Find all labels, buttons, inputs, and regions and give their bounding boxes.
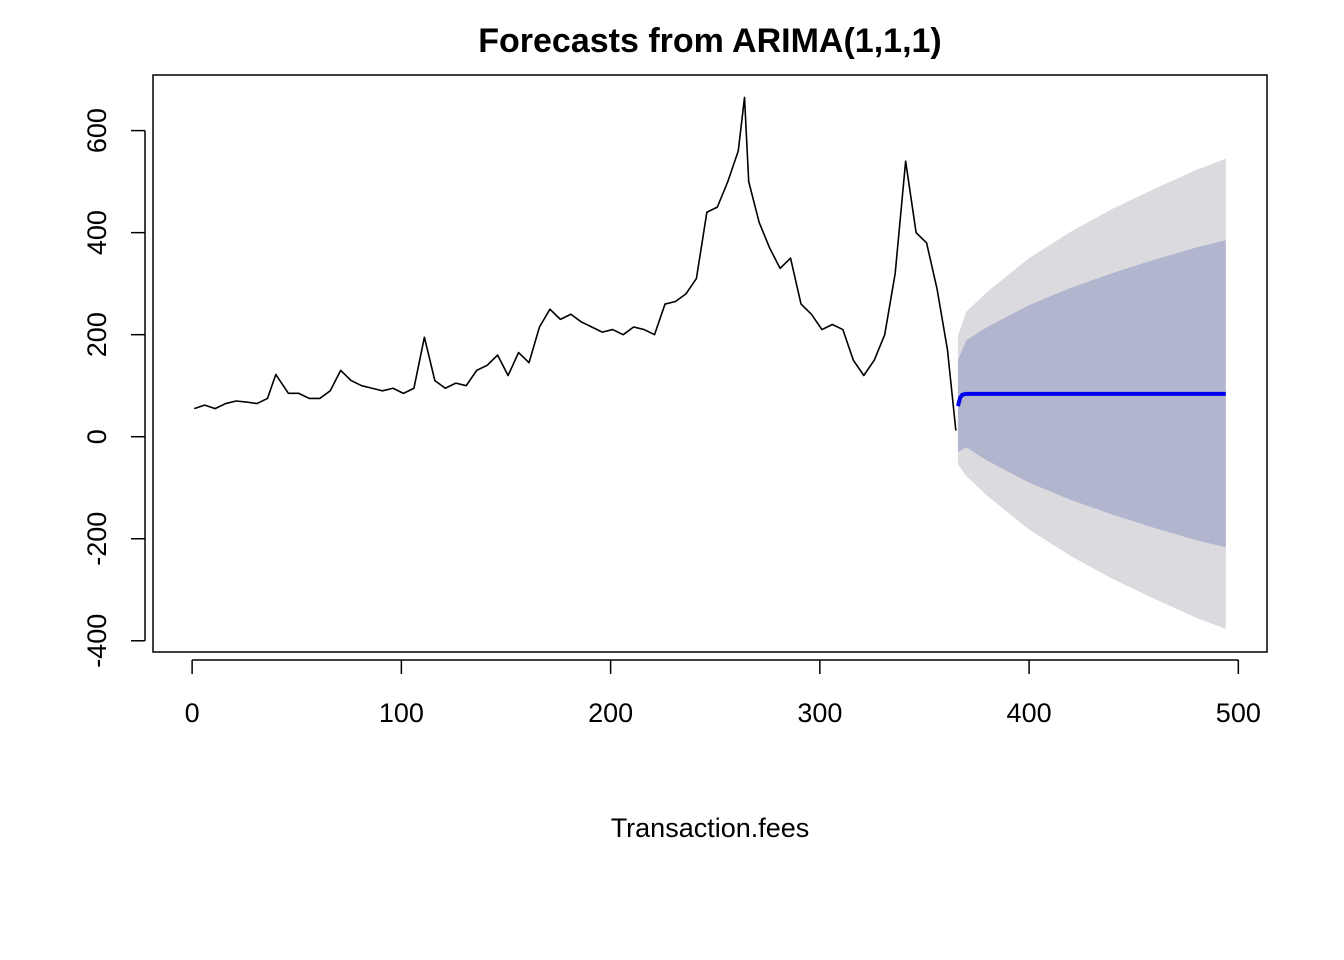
y-tick-label: 0 [82,429,112,444]
x-tick-label: 400 [1007,698,1052,728]
forecast-line [956,391,1226,407]
observed-line [193,96,957,431]
plot-frame [152,74,1268,653]
x-axis-label: Transaction.fees [611,813,810,843]
x-tick-label: 0 [185,698,200,728]
x-tick-label: 500 [1216,698,1261,728]
y-tick-label: 200 [82,312,112,357]
y-tick-label: -200 [82,512,112,566]
x-tick-label: 200 [588,698,633,728]
chart-title: Forecasts from ARIMA(1,1,1) [478,22,942,60]
y-tick-label: -400 [82,614,112,668]
x-tick-label: 300 [797,698,842,728]
x-tick-label: 100 [379,698,424,728]
y-tick-label: 600 [82,108,112,153]
y-tick-label: 400 [82,210,112,255]
